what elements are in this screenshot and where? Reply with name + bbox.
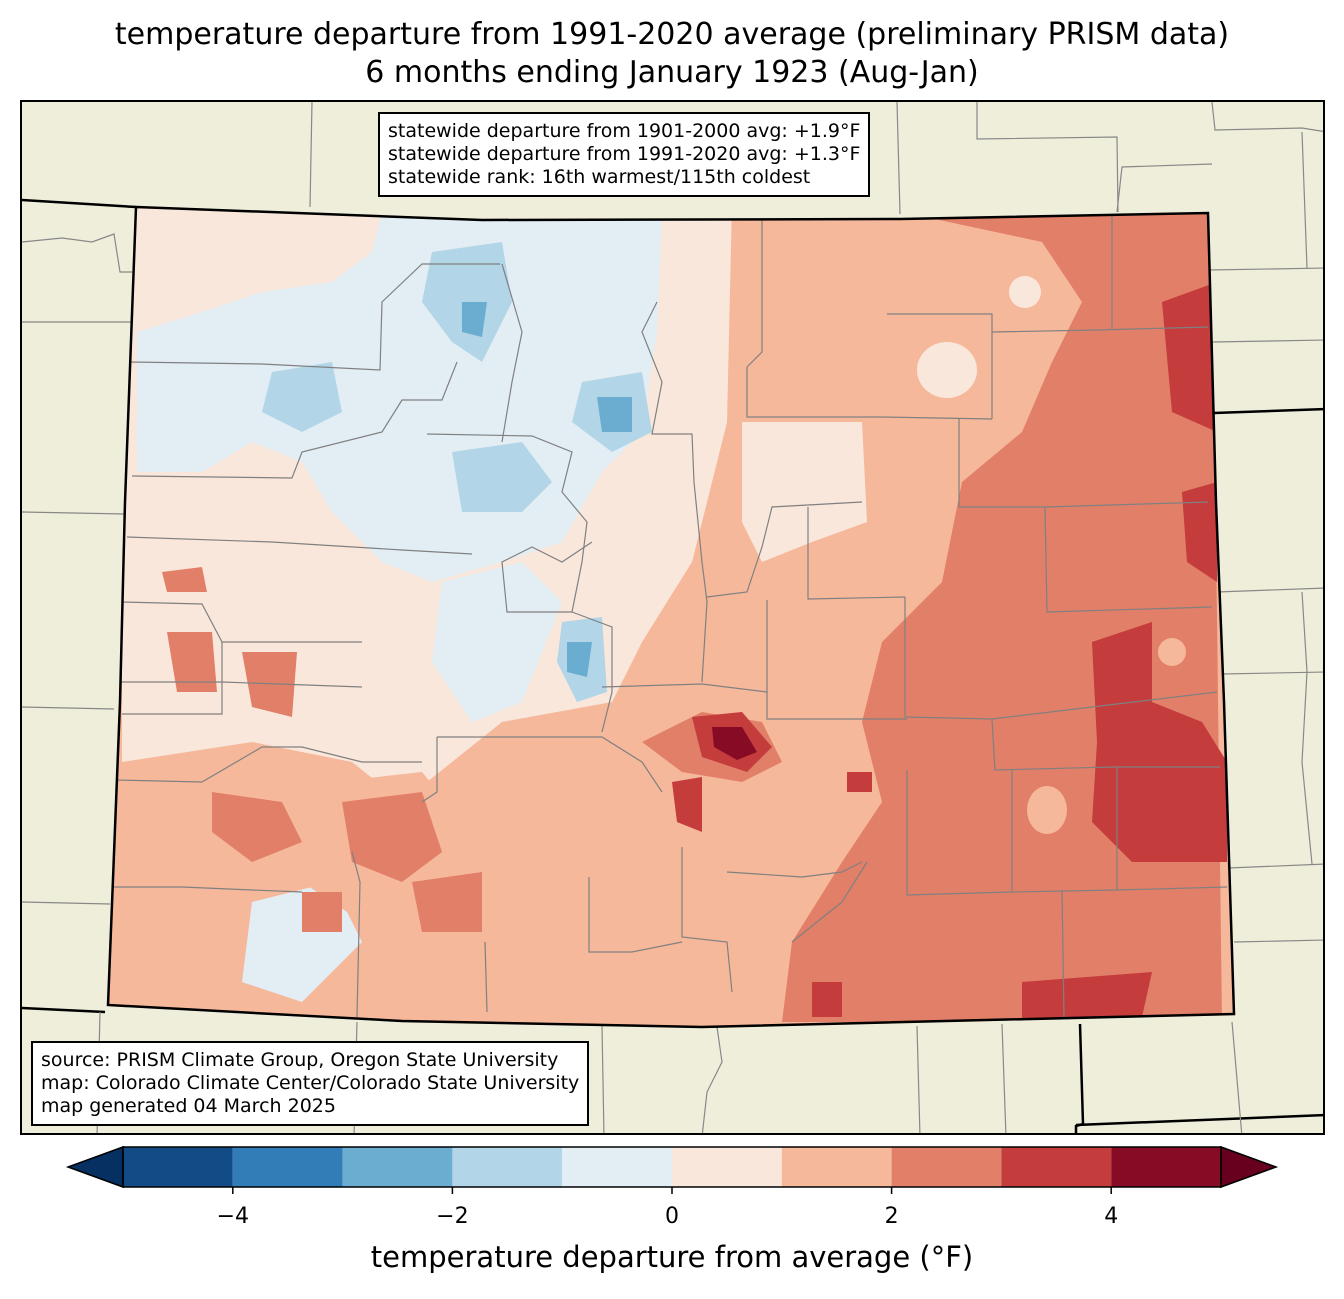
map-title-line2: 6 months ending January 1923 (Aug-Jan): [365, 55, 979, 90]
colorbar-under-arrow: [65, 1145, 124, 1189]
temperature-departure-field: [108, 207, 1234, 1027]
colorbar-tick-label: −4: [216, 1204, 250, 1229]
source-credit-box: source: PRISM Climate Group, Oregon Stat…: [31, 1041, 590, 1126]
colorbar-bin: [232, 1147, 343, 1187]
colorbar-bin: [891, 1147, 1002, 1187]
colorbar-over-arrow: [1220, 1145, 1279, 1189]
colorbar-tick-label: 2: [884, 1204, 899, 1229]
source-line: source: PRISM Climate Group, Oregon Stat…: [41, 1049, 559, 1071]
generated-date-line: map generated 04 March 2025: [41, 1095, 336, 1117]
map-credit-line: map: Colorado Climate Center/Colorado St…: [41, 1072, 580, 1094]
colorado-temperature-map: [22, 102, 1323, 1133]
colorbar-bin: [562, 1147, 672, 1187]
colorbar-tick-label: 4: [1104, 1204, 1119, 1229]
colorbar-bin: [781, 1147, 892, 1187]
colorbar-bin: [452, 1147, 563, 1187]
stats-rank: statewide rank: 16th warmest/115th colde…: [388, 166, 811, 188]
colorbar-bin: [342, 1147, 453, 1187]
colorbar-bin: [672, 1147, 782, 1187]
colorbar-bin: [1001, 1147, 1112, 1187]
neighbor-state-borders: [22, 198, 1323, 1133]
county-lines: [112, 212, 1228, 1018]
map-title-line1: temperature departure from 1991-2020 ave…: [114, 17, 1230, 52]
stats-departure-1901-2000: statewide departure from 1901-2000 avg: …: [388, 120, 861, 142]
statewide-stats-box: statewide departure from 1901-2000 avg: …: [378, 112, 871, 197]
stats-departure-1991-2020: statewide departure from 1991-2020 avg: …: [388, 143, 861, 165]
colorbar-bin: [123, 1147, 233, 1187]
colorbar-bin: [1111, 1147, 1221, 1187]
colorbar-tick-label: 0: [665, 1204, 679, 1229]
neighbor-county-lines: [22, 102, 1323, 1133]
colorbar-tick-label: −2: [436, 1204, 469, 1229]
map-panel: [20, 100, 1325, 1135]
colorbar: [65, 1145, 1279, 1194]
colorbar-label: temperature departure from average (°F): [370, 1240, 974, 1274]
colorado-state-border: [106, 205, 1236, 1029]
